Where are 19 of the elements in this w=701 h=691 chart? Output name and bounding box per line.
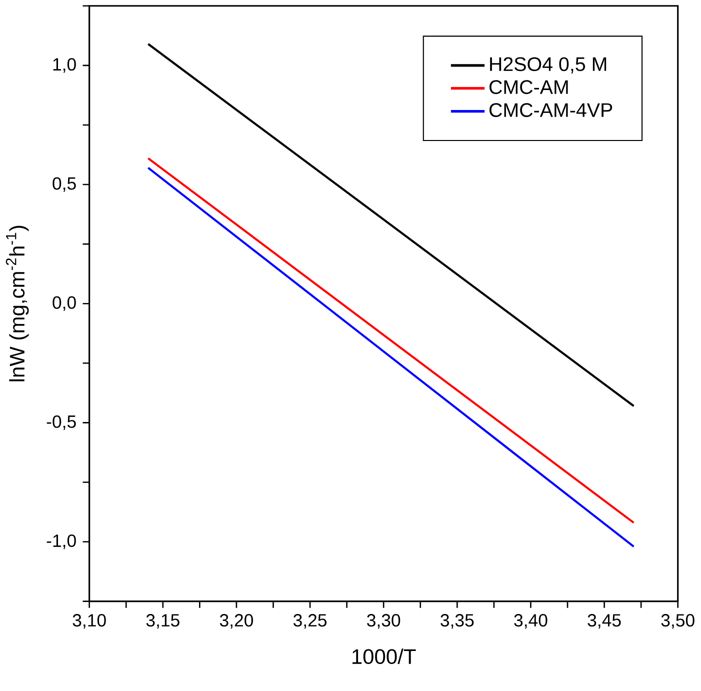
x-tick-label: 3,50 [661,614,694,629]
legend-label: CMC-AM-4VP [490,103,612,118]
y-axis-title: lnW (mg,cm$^{-2}$h$^{-1}$) [6,226,29,382]
legend-label: CMC-AM [490,80,568,94]
y-tick-label: -0,5 [46,415,76,430]
x-tick-label: 3,35 [440,614,474,629]
x-tick-label: 3,40 [514,614,548,629]
x-tick-label: 3,15 [146,614,180,629]
y-tick-label: 0,5 [52,177,76,192]
x-tick-label: 3,25 [293,614,327,629]
x-tick-label: 3,20 [220,614,254,629]
x-tick-label: 3,30 [367,614,400,629]
y-tick-label: 1,0 [53,58,76,73]
y-tick-label: -1,0 [46,534,76,550]
y-tick-label: 0,0 [52,296,76,311]
x-tick-label: 3,45 [588,614,621,629]
x-axis-title: 1000/T [352,648,416,664]
legend-label: H2SO4 0,5 M [490,57,606,74]
x-tick-label: 3,10 [72,614,106,629]
